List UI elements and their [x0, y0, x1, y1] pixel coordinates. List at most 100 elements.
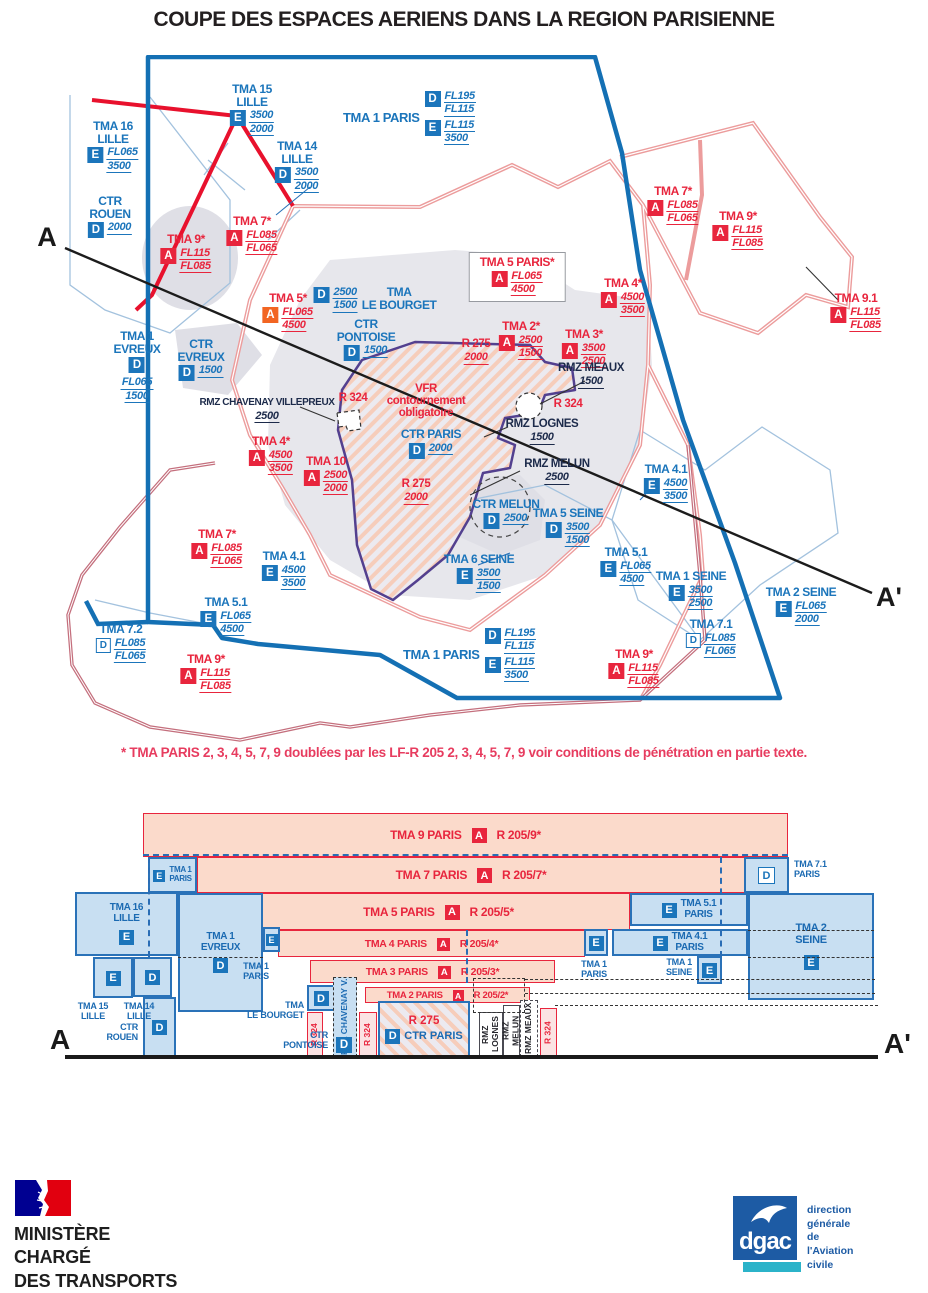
airspace-box: TMA 1 EVREUX D — [178, 893, 263, 1012]
upper-limit: 4500 — [619, 290, 646, 305]
lower-limit: FL065 — [703, 645, 737, 659]
class-badge: D — [343, 345, 360, 362]
lower-limit: 4500 — [619, 573, 645, 587]
section-start-label: A — [50, 1024, 71, 1055]
map-label: TMA 7.2 D FL085 FL065 — [95, 623, 147, 664]
zone-name: TMA 9* — [719, 209, 757, 223]
zone-name: RMZ CHAVENAY VILLEPREUX — [199, 397, 335, 408]
lower-limit: 4500 — [219, 623, 245, 637]
lower-limit: 3500 — [267, 462, 294, 476]
lower-limit: FL085 — [731, 237, 764, 251]
upper-limit: FL065 — [619, 559, 652, 574]
zone-name: A' — [876, 582, 902, 612]
map-label: TMA 10 A 2500 2000 — [303, 455, 349, 496]
class-badge: A — [477, 868, 493, 883]
class-badge: E — [265, 934, 278, 946]
lower-limit: 4500 — [510, 283, 536, 297]
r205-dashed-outline — [473, 978, 525, 1013]
class-badge: A — [600, 291, 617, 308]
map-label: R 275 2000 — [402, 478, 431, 505]
map-label: TMA 5 PARIS* A FL065 4500 — [468, 252, 566, 303]
class-badge: A — [437, 965, 451, 979]
map-label: TMA 9* A FL115 FL085 — [160, 232, 212, 274]
zone-name: TMA 1 — [120, 329, 154, 343]
class-badge: D — [178, 365, 195, 382]
ctr-paris-label: CTR PARIS — [404, 1029, 463, 1042]
map-label: TMA 4* A 4500 3500 — [248, 434, 294, 476]
upper-limit: FL065 — [106, 146, 139, 160]
class-badge: D — [313, 991, 329, 1006]
class-badge: A — [303, 469, 320, 486]
upper-limit: FL065 — [794, 599, 827, 614]
class-badge: D — [152, 1020, 167, 1035]
zone-caption: TMA 1 PARIS — [581, 959, 607, 979]
zone-name: TMA 9* — [187, 652, 225, 666]
lower-limit: 3500 — [662, 490, 689, 504]
zone-caption: TMA 1 PARIS — [243, 961, 269, 981]
zone-name: CTR — [354, 317, 378, 331]
lower-limit: 1500 — [564, 534, 591, 548]
dgac-wordmark: dgac — [739, 1228, 792, 1255]
map-label: TMA 4.1 E 4500 3500 — [643, 463, 689, 504]
zone-caption: CTR ROUEN — [106, 1022, 138, 1042]
zone-name: R 324 — [338, 392, 368, 404]
airspace-box: D — [133, 957, 172, 997]
ministry-logo-block: MINISTÈRE CHARGÉ DES TRANSPORTS — [14, 1178, 177, 1293]
ministry-line3: DES TRANSPORTS — [14, 1270, 178, 1291]
tma-paris-bar: TMA 7 PARIS A R 205/7* — [197, 857, 745, 893]
lower-limit: FL085 — [199, 680, 232, 694]
class-badge: E — [456, 567, 473, 584]
zone-name-line2: EVREUX — [177, 349, 225, 364]
dashed-level-line — [525, 993, 875, 994]
map-label: TMA 1 SEINE E 3500 2500 — [656, 570, 727, 611]
zone-name: TMA 4* — [252, 434, 290, 448]
zone-name: TMA 9* — [167, 232, 205, 246]
upper-limit: FL085 — [245, 228, 278, 243]
lower-limit: 3500 — [619, 304, 646, 318]
zone-name: TMA 16 — [93, 119, 133, 133]
class-badge: A — [471, 828, 487, 843]
upper-limit: 2000 — [427, 441, 454, 456]
lower-limit: 2000 — [322, 482, 349, 496]
map-label: TMA 9* A FL115 FL085 — [608, 648, 660, 689]
map-label: CTR PONTOISE D 1500 — [337, 317, 396, 362]
zone-name-line2: EVREUX — [113, 341, 161, 356]
vertical-zone-box: RMZ LOGNES — [479, 1012, 503, 1057]
map-label: TMA 2 SEINE E FL065 2000 — [766, 586, 837, 627]
zone-name-line2: LE BOURGET — [361, 297, 437, 312]
dashed-level-line — [466, 930, 468, 983]
class-badge: D — [484, 628, 501, 644]
zone-name-line2: LILLE — [281, 151, 313, 166]
map-label: TMA 7.1 D FL085 FL065 — [685, 618, 737, 659]
restricted-area-label: R 205/7* — [502, 868, 547, 882]
zone-name: TMA 5* — [269, 291, 307, 305]
upper-limit: FL115 — [731, 223, 763, 238]
zone-name: TMA 5 SEINE — [532, 506, 604, 520]
lower-limit: 2500 — [580, 355, 607, 369]
airspace-box: TMA 16 LILLE E — [75, 892, 178, 956]
lower-limit: 4500 — [281, 319, 307, 333]
map-label: TMA 4* A 4500 3500 — [600, 276, 646, 318]
upper-limit: FL065 — [219, 609, 252, 624]
class-badge: A — [830, 306, 847, 323]
class-badge: A — [191, 542, 208, 559]
zone-name: TMA 4* — [604, 276, 642, 290]
map-label: CTR MELUN D 2500 — [472, 498, 540, 529]
zone-name-line2: ROUEN — [89, 206, 131, 221]
upper-limit: 2500 — [544, 471, 570, 485]
class-badge: A — [647, 199, 664, 216]
map-label: TMA 15 LILLE E 3500 2000 — [229, 83, 275, 137]
map-label: RMZ LOGNES 1500 — [506, 418, 579, 445]
map-label: RMZ MELUN 2500 — [524, 458, 590, 485]
class-badge: D — [545, 521, 562, 538]
restricted-area-label: R 205/3* — [460, 965, 500, 978]
airspace-box: TMA 2 SEINE E — [748, 893, 874, 1000]
map-label: TMA LE BOURGET D 2500 1500 — [313, 285, 437, 313]
vertical-zone-box: R 324 — [540, 1008, 557, 1057]
map-label: CTR EVREUX D 1500 — [177, 338, 225, 382]
class-badge: A — [608, 662, 625, 679]
lower-limit: FL065 — [245, 242, 278, 256]
zone-name: RMZ MEAUX — [557, 362, 625, 374]
map-label: R 324 — [339, 392, 368, 404]
french-flag-icon — [15, 1180, 71, 1216]
